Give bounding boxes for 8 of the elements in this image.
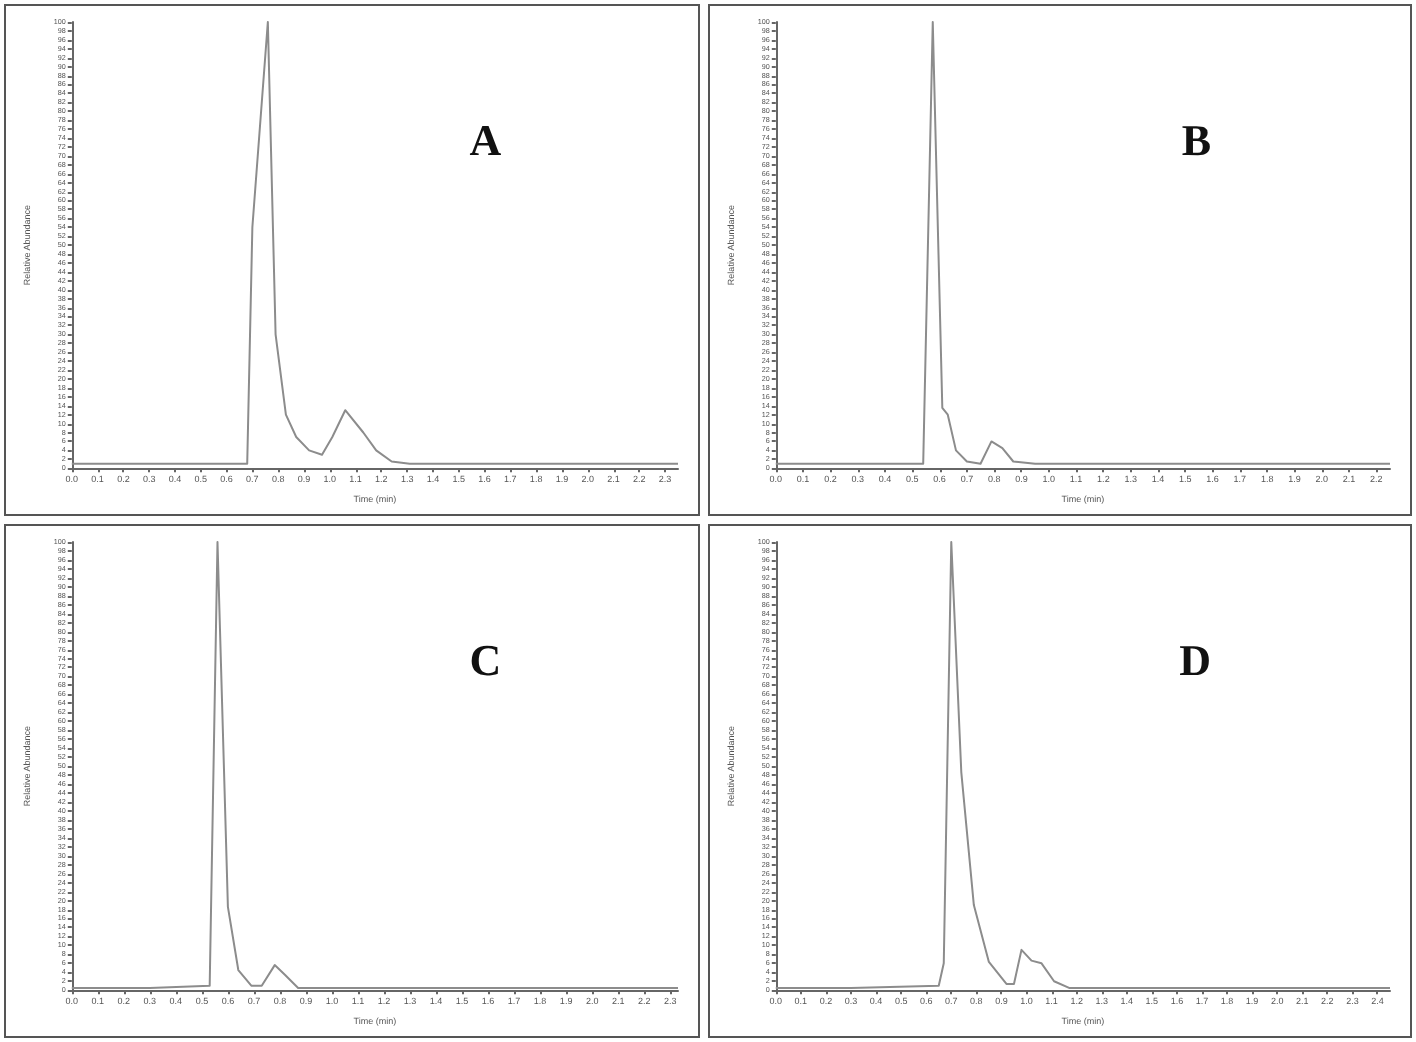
line-series	[70, 21, 679, 465]
text: B	[1181, 114, 1212, 165]
text: D	[1179, 635, 1212, 685]
text: A	[469, 114, 502, 165]
line-series	[774, 21, 1391, 465]
text: C	[469, 635, 502, 685]
line-series	[70, 541, 679, 989]
line-series	[774, 541, 1391, 989]
